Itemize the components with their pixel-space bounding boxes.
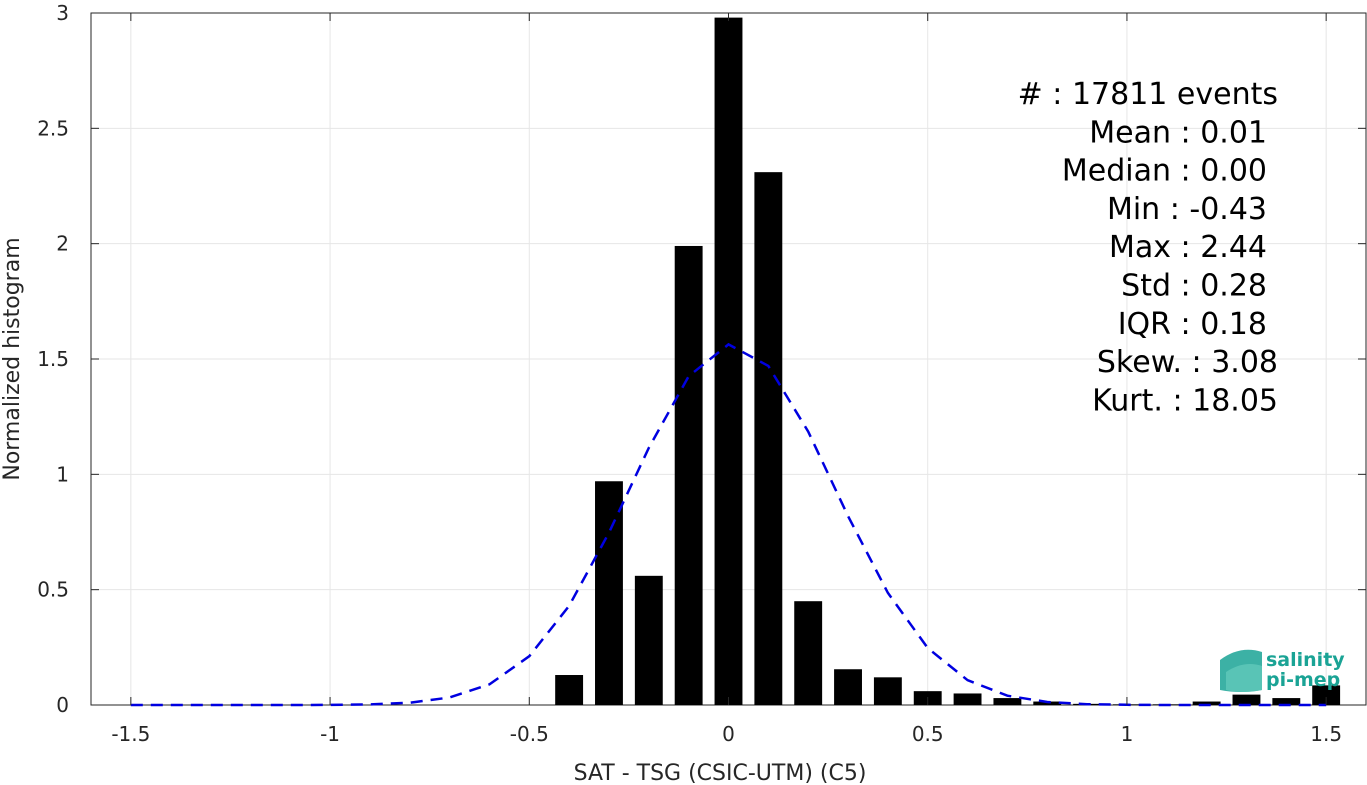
histogram-bar: [714, 17, 743, 705]
x-axis-label: SAT - TSG (CSIC-UTM) (C5): [574, 761, 867, 785]
histogram-bar: [873, 677, 902, 705]
histogram-bar: [1272, 698, 1301, 705]
histogram-bar: [953, 693, 982, 705]
histogram-bar: [1232, 694, 1261, 705]
stat-line: Std : 0.28: [1121, 269, 1267, 304]
x-tick-label: -1.5: [111, 722, 150, 746]
histogram-bar: [555, 675, 584, 705]
y-tick-label: 3: [56, 1, 69, 25]
histogram-bar: [1192, 701, 1221, 705]
stat-line: Max : 2.44: [1109, 230, 1267, 265]
x-tick-label: 1: [1121, 722, 1134, 746]
histogram-bar: [634, 575, 663, 705]
histogram-bar: [595, 481, 623, 705]
stat-line: # : 17811 events: [1018, 77, 1278, 112]
histogram-bar: [834, 669, 862, 705]
stat-line: IQR : 0.18: [1118, 307, 1267, 342]
y-tick-label: 0: [56, 693, 69, 717]
y-axis-label: Normalized histogram: [0, 237, 25, 480]
logo-text-line2: pi-mep: [1266, 669, 1340, 691]
stat-line: Min : -0.43: [1107, 192, 1267, 227]
x-tick-label: -1: [320, 722, 340, 746]
histogram-bar: [794, 601, 823, 705]
y-tick-label: 2.5: [37, 116, 69, 140]
y-tick-label: 2: [56, 232, 69, 256]
bars-group: [555, 17, 1341, 705]
histogram-bar: [993, 698, 1022, 705]
histogram-bar: [1312, 685, 1341, 705]
stat-line: Kurt. : 18.05: [1092, 383, 1278, 418]
x-tick-label: 0.5: [912, 722, 944, 746]
y-tick-label: 0.5: [37, 578, 69, 602]
x-tick-label: 1.5: [1310, 722, 1342, 746]
y-tick-label: 1.5: [37, 347, 69, 371]
stat-line: Skew. : 3.08: [1097, 345, 1278, 380]
x-tick-label: -0.5: [510, 722, 549, 746]
histogram-bar: [1033, 701, 1062, 705]
y-axis-ticks: 0 0.5 1 1.5 2 2.5 3: [37, 1, 1366, 717]
histogram-bar: [674, 245, 703, 705]
y-tick-label: 1: [56, 462, 69, 486]
x-tick-label: 0: [722, 722, 735, 746]
stat-line: Median : 0.00: [1062, 154, 1267, 189]
logo-wave-icon-inner: [1226, 664, 1262, 692]
logo-text-line1: salinity: [1266, 649, 1345, 671]
stat-line: Mean : 0.01: [1089, 115, 1267, 150]
x-axis-ticks: -1.5 -1 -0.5 0 0.5 1 1.5: [111, 13, 1342, 746]
histogram-bar: [754, 172, 783, 705]
salinity-pimep-logo: salinity pi-mep: [1220, 649, 1345, 692]
